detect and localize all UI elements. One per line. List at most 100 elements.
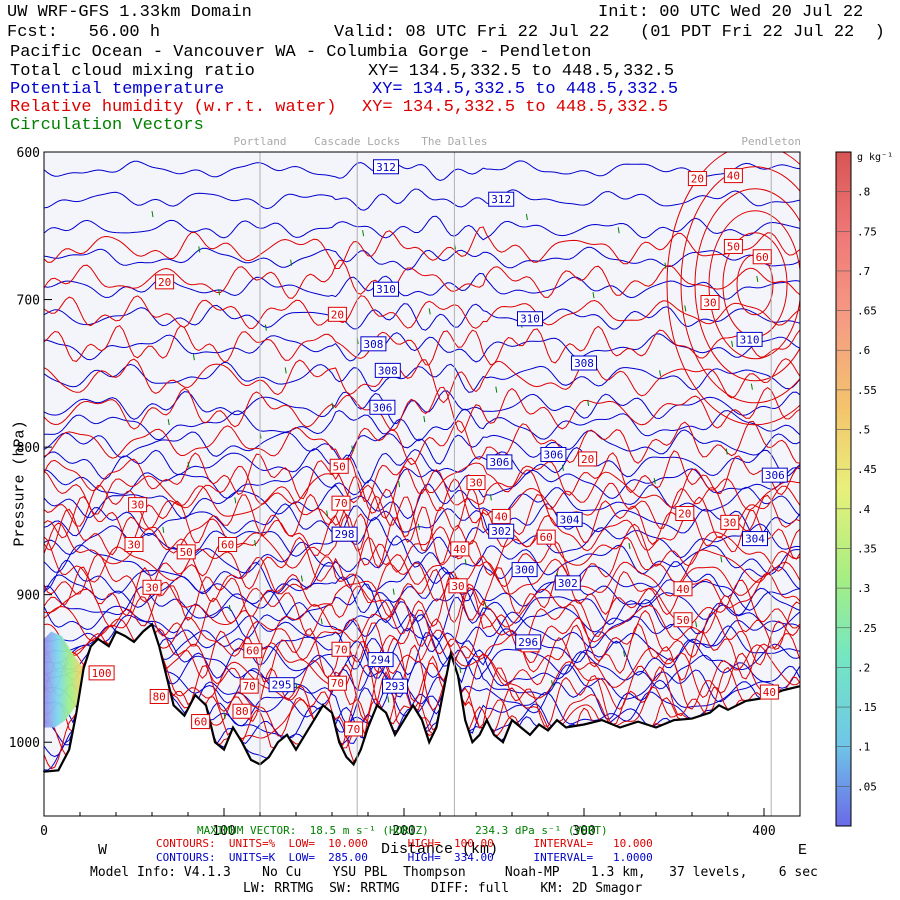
colorbar-tick-label: .15 bbox=[857, 701, 877, 714]
circulation-vector bbox=[326, 510, 329, 517]
circulation-vector bbox=[495, 386, 498, 393]
circulation-vector bbox=[551, 680, 554, 687]
theta-label-box bbox=[511, 562, 538, 578]
rh-label-box bbox=[149, 688, 169, 704]
colorbar-scale bbox=[835, 151, 852, 827]
theta-label: 293 bbox=[385, 680, 405, 693]
theta-label-box bbox=[374, 362, 401, 378]
circulation-vector bbox=[525, 213, 528, 221]
region-title: Pacific Ocean - Vancouver WA - Columbia … bbox=[10, 43, 592, 62]
theta-contour bbox=[44, 361, 800, 393]
rh-contour bbox=[44, 295, 800, 330]
y-axis-label: Pressure (hPa) bbox=[11, 420, 29, 547]
rh-label: 50 bbox=[333, 460, 346, 473]
rh-label: 30 bbox=[127, 538, 140, 551]
circulation-vector bbox=[218, 289, 221, 296]
colorbar-tick-label: .75 bbox=[857, 225, 877, 238]
circulation-vector bbox=[362, 230, 365, 237]
theta-label-box bbox=[373, 159, 399, 175]
field-theta-label: Potential temperature bbox=[10, 80, 225, 99]
forecast-hour: Fcst: 56.00 h bbox=[7, 23, 161, 42]
rh-label: 20 bbox=[331, 308, 344, 321]
colorbar-tick-label: .4 bbox=[857, 503, 871, 516]
theta-contour bbox=[44, 623, 800, 705]
location-label: The Dalles bbox=[421, 135, 487, 148]
rh-label-box bbox=[466, 475, 486, 491]
theta-contour bbox=[44, 559, 800, 602]
colorbar-tick-label: .25 bbox=[857, 622, 877, 635]
x-tick-label: 100 bbox=[212, 824, 235, 839]
theta-label-box bbox=[515, 634, 542, 650]
rh-label-box bbox=[491, 508, 511, 524]
circulation-vector bbox=[695, 621, 698, 628]
colorbar-tick-label: .65 bbox=[857, 305, 877, 318]
model-info: Model Info: V4.1.3 No Cu YSU PBL Thompso… bbox=[90, 865, 818, 880]
circulation-vector bbox=[320, 618, 323, 625]
rh-contour bbox=[44, 226, 800, 269]
rh-label: 40 bbox=[763, 686, 776, 699]
rh-label: 70 bbox=[334, 643, 347, 656]
rh-label: 20 bbox=[158, 276, 171, 289]
rh-label: 80 bbox=[235, 705, 248, 718]
rh-label-box bbox=[329, 458, 349, 474]
rh-label: 40 bbox=[727, 170, 740, 183]
rh-label-box bbox=[243, 643, 263, 659]
rh-label: 40 bbox=[676, 583, 689, 596]
circulation-vector bbox=[254, 539, 257, 547]
circulation-vector bbox=[351, 445, 354, 452]
colorbar-tick-label: .1 bbox=[857, 741, 870, 754]
theta-label: 306 bbox=[543, 448, 563, 461]
circulation-vector bbox=[459, 666, 462, 674]
theta-label-box bbox=[369, 399, 396, 415]
rh-label-box bbox=[673, 581, 693, 597]
location-label: Pendleton bbox=[741, 135, 801, 148]
circulation-vector bbox=[387, 696, 390, 703]
rh-label: 80 bbox=[153, 690, 166, 703]
theta-label-box bbox=[488, 523, 515, 539]
rh-label: 70 bbox=[347, 723, 360, 736]
circulation-vector bbox=[756, 275, 759, 283]
theta-contour bbox=[44, 623, 800, 680]
rh-label-box bbox=[191, 714, 211, 730]
init-time: Init: 00 UTC Wed 20 Jul 22 bbox=[598, 3, 864, 22]
rh-label-box bbox=[536, 529, 556, 545]
rh-contour bbox=[44, 513, 800, 577]
rh-label-box bbox=[720, 514, 740, 530]
rh-contour bbox=[680, 166, 800, 404]
rh-label-box bbox=[142, 579, 162, 595]
rh-contour-info: CONTOURS: UNITS=% LOW= 10.000 HIGH= 100.… bbox=[156, 837, 653, 850]
theta-label: 300 bbox=[515, 564, 535, 577]
terrain-layer bbox=[42, 622, 801, 816]
rh-contour bbox=[666, 152, 800, 426]
theta-contour bbox=[44, 390, 800, 425]
rh-contour bbox=[708, 210, 800, 360]
circulation-vector bbox=[484, 601, 487, 609]
colorbar-tick-label: .05 bbox=[857, 780, 877, 793]
theta-label-box bbox=[488, 191, 515, 207]
theta-label: 306 bbox=[489, 456, 509, 469]
east-label: E bbox=[798, 842, 808, 859]
circulation-vector bbox=[659, 370, 662, 377]
rh-label: 50 bbox=[727, 240, 740, 253]
colorbar-tick-label: .45 bbox=[857, 463, 877, 476]
colorbar: .05 .1 .15 .2 .25 .3 .35 .4 .45 .5 .55 .6 .65 .7 .75 .8… bbox=[835, 151, 893, 827]
circulation-vector bbox=[561, 464, 564, 471]
circulation-vector bbox=[192, 354, 195, 361]
circulation-vector bbox=[398, 480, 401, 488]
circulation-vector bbox=[300, 575, 303, 582]
rh-label: 60 bbox=[756, 251, 769, 264]
theta-label-box bbox=[571, 355, 597, 371]
circulation-vector bbox=[423, 416, 426, 423]
y-tick-label: 1000 bbox=[9, 736, 40, 751]
valid-time: Valid: 08 UTC Fri 22 Jul 22 bbox=[334, 23, 610, 42]
circulation-vector bbox=[290, 259, 293, 266]
rh-contour bbox=[44, 623, 800, 703]
theta-contour bbox=[44, 623, 800, 698]
circulation-vector bbox=[617, 227, 620, 234]
colorbar-tick-label: .35 bbox=[857, 542, 877, 555]
theta-contour bbox=[44, 429, 800, 465]
theta-label: 308 bbox=[574, 357, 594, 370]
location-markers: Portland Cascade Locks The Dalles Pendleton bbox=[234, 135, 801, 816]
rh-label: 30 bbox=[703, 297, 716, 310]
